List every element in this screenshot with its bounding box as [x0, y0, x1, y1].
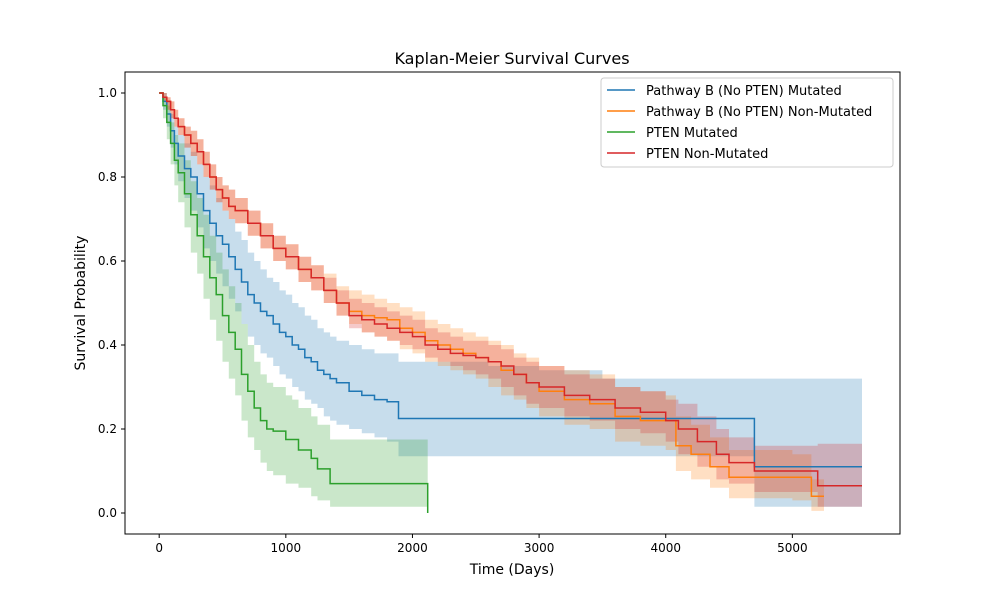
x-axis-label: Time (Days) [469, 562, 555, 578]
legend: Pathway B (No PTEN) Mutated Pathway B (No… [600, 77, 894, 168]
confidence-band-3 [159, 93, 862, 507]
y-tick-label: 0.0 [98, 506, 117, 520]
x-tick-label: 5000 [777, 541, 808, 555]
legend-box [600, 77, 894, 168]
x-axis: 0 1000 2000 3000 4000 5000 [155, 534, 808, 555]
confidence-bands [159, 93, 862, 511]
confidence-band-0 [159, 93, 862, 507]
legend-label: Pathway B (No PTEN) Mutated [646, 84, 842, 99]
survival-curve-3 [159, 92, 862, 487]
survival-curve-2 [159, 92, 429, 513]
x-tick-label: 0 [155, 541, 163, 555]
confidence-band-1 [159, 93, 824, 511]
legend-label: Pathway B (No PTEN) Non-Mutated [646, 105, 872, 120]
y-tick-label: 0.6 [98, 254, 117, 268]
survival-curves [159, 92, 862, 513]
x-tick-label: 4000 [650, 541, 681, 555]
y-axis: 0.0 0.2 0.4 0.6 0.8 1.0 [98, 86, 125, 520]
x-tick-label: 3000 [524, 541, 555, 555]
legend-label: PTEN Non-Mutated [646, 147, 768, 162]
plot-frame [124, 71, 901, 535]
confidence-band-2 [159, 93, 428, 507]
y-tick-label: 1.0 [98, 86, 117, 100]
y-tick-label: 0.2 [98, 422, 117, 436]
y-tick-label: 0.4 [98, 338, 117, 352]
y-tick-label: 0.8 [98, 170, 117, 184]
x-tick-label: 1000 [271, 541, 302, 555]
y-axis-label: Survival Probability [73, 236, 89, 371]
chart-title: Kaplan-Meier Survival Curves [394, 49, 629, 68]
legend-label: PTEN Mutated [646, 126, 738, 141]
x-tick-label: 2000 [397, 541, 428, 555]
survival-curve-0 [159, 92, 862, 468]
